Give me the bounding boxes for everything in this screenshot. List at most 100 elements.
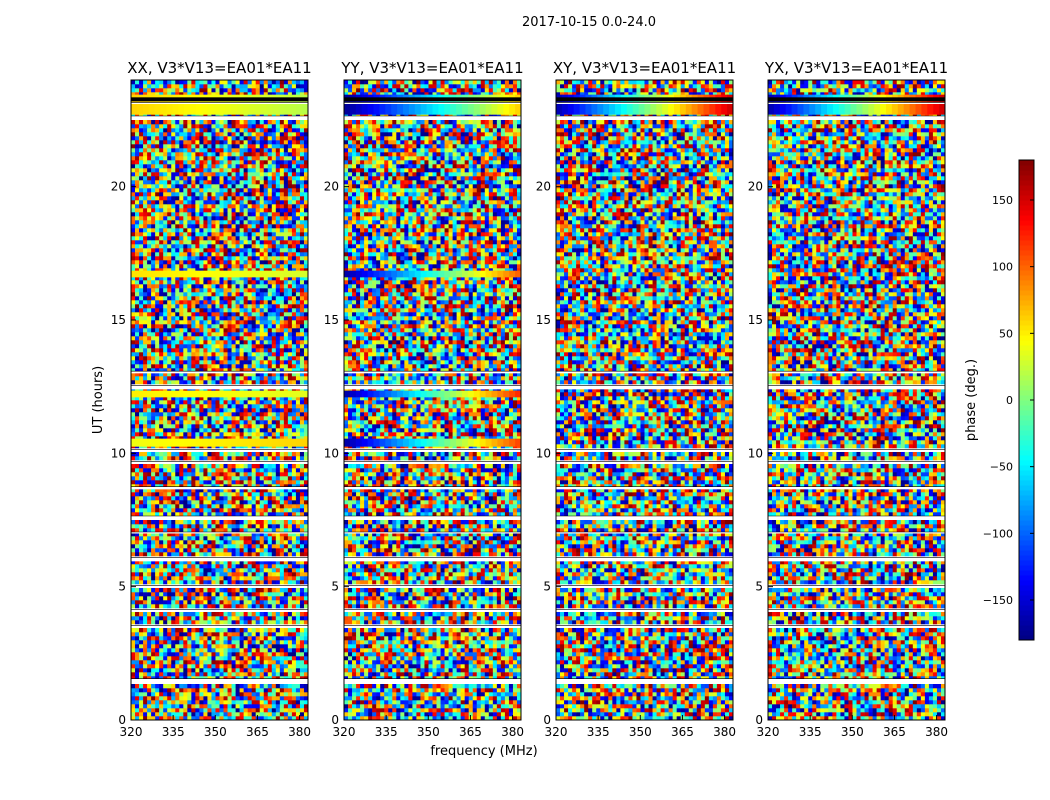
heatmap-cell — [255, 388, 261, 393]
heatmap-cell — [291, 248, 297, 253]
heatmap-cell — [247, 512, 252, 517]
heatmap-cell — [243, 572, 248, 577]
heatmap-cell — [159, 656, 164, 661]
heatmap-cell — [227, 244, 232, 249]
heatmap-cell — [211, 376, 216, 381]
heatmap-cell — [271, 492, 277, 497]
heatmap-cell — [183, 376, 188, 381]
heatmap-cell — [187, 472, 192, 477]
heatmap-cell — [279, 256, 285, 261]
heatmap-cell — [259, 580, 265, 585]
heatmap-cell — [171, 244, 176, 249]
heatmap-cell — [139, 252, 144, 257]
heatmap-cell — [287, 368, 293, 373]
heatmap-cell — [167, 300, 172, 305]
heatmap-cell — [155, 464, 160, 469]
heatmap-cell — [239, 312, 244, 317]
heatmap-cell — [207, 484, 212, 489]
heatmap-cell — [279, 464, 285, 469]
heatmap-cell — [131, 404, 136, 409]
heatmap-cell — [223, 604, 228, 609]
heatmap-cell — [179, 356, 184, 361]
heatmap-cell — [231, 376, 236, 381]
heatmap-cell — [155, 260, 160, 265]
heatmap-cell — [199, 268, 204, 273]
heatmap-cell — [235, 268, 240, 273]
heatmap-cell — [167, 500, 172, 505]
heatmap-cell — [227, 276, 232, 281]
heatmap-cell — [227, 596, 232, 601]
heatmap-cell — [227, 296, 232, 301]
heatmap-cell — [207, 308, 212, 313]
heatmap-cell — [243, 524, 248, 529]
heatmap-cell — [183, 436, 188, 441]
heatmap-cell — [203, 372, 208, 377]
heatmap-cell — [279, 508, 285, 513]
heatmap-cell — [243, 432, 248, 437]
heatmap-cell — [231, 712, 236, 717]
heatmap-cell — [215, 232, 220, 237]
heatmap-cell — [271, 252, 277, 257]
heatmap-cell — [271, 704, 277, 709]
heatmap-cell — [211, 456, 216, 461]
heatmap-cell — [295, 700, 301, 705]
heatmap-cell — [259, 660, 265, 665]
heatmap-cell — [175, 424, 180, 429]
heatmap-cell — [223, 504, 228, 509]
heatmap-cell — [239, 548, 244, 553]
heatmap-cell — [251, 280, 256, 285]
heatmap-cell — [267, 400, 273, 405]
heatmap-cell — [271, 652, 277, 657]
heatmap-cell — [219, 672, 224, 677]
heatmap-cell — [287, 628, 293, 633]
heatmap-cell — [187, 528, 192, 533]
heatmap-cell — [163, 276, 168, 281]
heatmap-cell — [151, 352, 156, 357]
heatmap-cell — [211, 616, 216, 621]
heatmap-cell — [187, 340, 192, 345]
heatmap-cell — [203, 668, 208, 673]
heatmap-cell — [203, 340, 208, 345]
heatmap-cell — [155, 588, 160, 593]
heatmap-cell — [135, 708, 140, 713]
heatmap-cell — [191, 676, 196, 681]
heatmap-cell — [207, 428, 212, 433]
heatmap-cell — [179, 428, 184, 433]
heatmap-cell — [203, 600, 208, 605]
heatmap-cell — [203, 404, 208, 409]
heatmap-cell — [187, 632, 192, 637]
heatmap-cell — [267, 632, 273, 637]
heatmap-cell — [219, 544, 224, 549]
heatmap-cell — [231, 632, 236, 637]
heatmap-cell — [135, 508, 140, 513]
heatmap-cell — [287, 632, 293, 637]
heatmap-cell — [171, 656, 176, 661]
heatmap-cell — [215, 692, 220, 697]
heatmap-cell — [211, 604, 216, 609]
heatmap-cell — [151, 292, 156, 297]
heatmap-cell — [291, 672, 297, 677]
heatmap-cell — [231, 532, 236, 537]
heatmap-cell — [131, 304, 136, 309]
heatmap-cell — [211, 592, 216, 597]
heatmap-cell — [243, 548, 248, 553]
heatmap-cell — [139, 296, 144, 301]
heatmap-cell — [247, 316, 252, 321]
heatmap-cell — [135, 672, 140, 677]
heatmap-cell — [159, 672, 164, 677]
heatmap-cell — [135, 600, 140, 605]
heatmap-cell — [195, 236, 200, 241]
heatmap-cell — [279, 560, 285, 565]
heatmap-cell — [223, 648, 228, 653]
heatmap-cell — [151, 600, 156, 605]
heatmap-cell — [287, 256, 293, 261]
heatmap-cell — [155, 268, 160, 273]
heatmap-cell — [291, 416, 297, 421]
heatmap-cell — [143, 276, 148, 281]
heatmap-cell — [283, 268, 289, 273]
heatmap-cell — [135, 320, 140, 325]
heatmap-cell — [295, 244, 301, 249]
heatmap-cell — [179, 236, 184, 241]
heatmap-cell — [171, 512, 176, 517]
heatmap-cell — [139, 700, 144, 705]
